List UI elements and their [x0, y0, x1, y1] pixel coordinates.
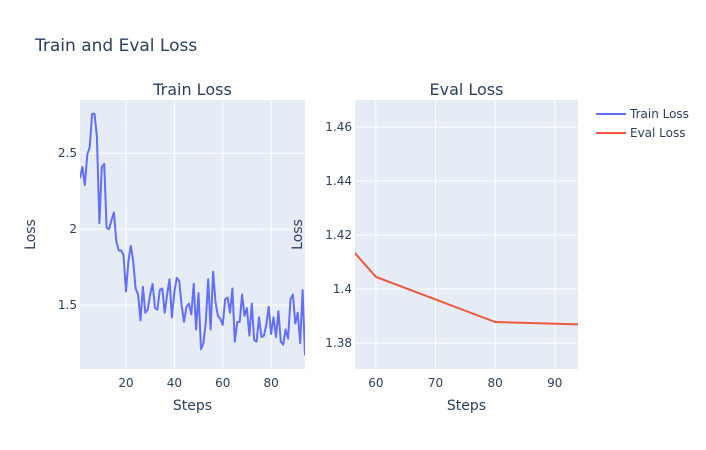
x-tick-label: 60 — [368, 376, 383, 390]
x-tick-label: 20 — [118, 376, 133, 390]
x-tick-label: 90 — [547, 376, 562, 390]
subplot-0: 20 40 60 80 1.5 2 2.5 Train Loss Steps Loss — [23, 80, 305, 414]
subplot-title: Eval Loss — [429, 80, 503, 99]
legend-item-train[interactable]: Train Loss — [596, 107, 689, 121]
y-axis-label: Loss — [290, 219, 306, 250]
legend-label-eval: Eval Loss — [630, 126, 686, 140]
x-tick-label: 70 — [428, 376, 443, 390]
y-tick-label: 1.5 — [58, 298, 77, 312]
series-line-train-loss — [80, 112, 305, 356]
x-axis-label: Steps — [447, 398, 486, 414]
y-tick-label: 2.5 — [58, 146, 77, 160]
plot-area — [80, 100, 305, 369]
y-tick-label: 1.38 — [325, 336, 352, 350]
series-line-eval-loss — [355, 251, 578, 326]
figure-title: Train and Eval Loss — [34, 36, 197, 56]
subplot-1: 60 70 80 90 1.38 1.4 1.42 1.44 1.46 Eval Loss Step… — [290, 80, 578, 414]
y-tick-label: 1.44 — [325, 174, 352, 188]
x-tick-label: 60 — [215, 376, 230, 390]
x-tick-label: 80 — [263, 376, 278, 390]
subplot-title: Train Loss — [152, 80, 232, 99]
x-axis-label: Steps — [173, 398, 212, 414]
plot-area — [355, 100, 578, 369]
x-tick-label: 40 — [167, 376, 182, 390]
y-tick-label: 2 — [69, 222, 77, 236]
y-axis-label: Loss — [23, 219, 39, 250]
legend-item-eval[interactable]: Eval Loss — [596, 126, 686, 140]
x-tick-label: 80 — [487, 376, 502, 390]
y-tick-label: 1.42 — [325, 228, 352, 242]
y-tick-label: 1.4 — [333, 282, 352, 296]
legend-label-train: Train Loss — [629, 107, 689, 121]
legend: Train Loss Eval Loss — [596, 107, 689, 140]
y-tick-label: 1.46 — [325, 120, 352, 134]
